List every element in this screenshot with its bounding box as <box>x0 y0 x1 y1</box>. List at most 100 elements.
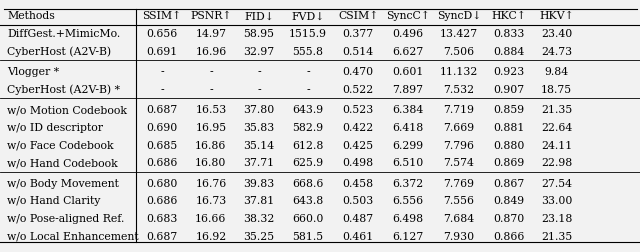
Text: 0.498: 0.498 <box>342 158 374 168</box>
Text: 23.40: 23.40 <box>541 29 572 39</box>
Text: w/o Pose-aligned Ref.: w/o Pose-aligned Ref. <box>7 213 124 223</box>
Text: 0.849: 0.849 <box>493 196 524 206</box>
Text: 37.80: 37.80 <box>243 105 275 115</box>
Text: 35.83: 35.83 <box>243 122 275 133</box>
Text: 7.719: 7.719 <box>444 105 474 115</box>
Text: 7.506: 7.506 <box>444 46 474 56</box>
Text: 0.656: 0.656 <box>147 29 178 39</box>
Text: CyberHost (A2V-B) *: CyberHost (A2V-B) * <box>7 84 120 95</box>
Text: 6.372: 6.372 <box>392 178 423 188</box>
Text: -: - <box>209 84 212 94</box>
Text: 24.11: 24.11 <box>541 140 572 150</box>
Text: 0.923: 0.923 <box>493 67 524 77</box>
Text: 0.601: 0.601 <box>392 67 424 77</box>
Text: 660.0: 660.0 <box>292 213 324 223</box>
Text: 7.796: 7.796 <box>444 140 474 150</box>
Text: 0.425: 0.425 <box>342 140 374 150</box>
Text: 21.35: 21.35 <box>541 231 572 241</box>
Text: 7.769: 7.769 <box>444 178 474 188</box>
Text: 7.669: 7.669 <box>444 122 474 133</box>
Text: w/o Body Movement: w/o Body Movement <box>7 178 119 188</box>
Text: 11.132: 11.132 <box>440 67 478 77</box>
Text: 0.867: 0.867 <box>493 178 524 188</box>
Text: 6.556: 6.556 <box>392 196 423 206</box>
Text: 32.97: 32.97 <box>243 46 275 56</box>
Text: 0.680: 0.680 <box>147 178 178 188</box>
Text: 16.86: 16.86 <box>195 140 227 150</box>
Text: CyberHost (A2V-B): CyberHost (A2V-B) <box>7 46 111 57</box>
Text: 0.866: 0.866 <box>493 231 524 241</box>
Text: 6.418: 6.418 <box>392 122 423 133</box>
Text: 35.14: 35.14 <box>243 140 275 150</box>
Text: 39.83: 39.83 <box>243 178 275 188</box>
Text: -: - <box>209 67 212 77</box>
Text: 612.8: 612.8 <box>292 140 324 150</box>
Text: -: - <box>161 67 164 77</box>
Text: SyncC↑: SyncC↑ <box>386 11 429 21</box>
Text: 9.84: 9.84 <box>545 67 568 77</box>
Text: 0.503: 0.503 <box>342 196 374 206</box>
Text: 0.687: 0.687 <box>147 231 178 241</box>
Text: 0.523: 0.523 <box>342 105 374 115</box>
Text: 16.80: 16.80 <box>195 158 227 168</box>
Text: -: - <box>306 67 310 77</box>
Text: 18.75: 18.75 <box>541 84 572 94</box>
Text: 643.9: 643.9 <box>292 105 323 115</box>
Text: Methods: Methods <box>7 11 55 21</box>
Text: 14.97: 14.97 <box>195 29 227 39</box>
Text: HKV↑: HKV↑ <box>539 11 574 21</box>
Text: 0.685: 0.685 <box>147 140 178 150</box>
Text: 6.299: 6.299 <box>392 140 423 150</box>
Text: 0.869: 0.869 <box>493 158 524 168</box>
Text: 16.53: 16.53 <box>195 105 227 115</box>
Text: w/o Hand Clarity: w/o Hand Clarity <box>7 196 100 206</box>
Text: 0.461: 0.461 <box>342 231 374 241</box>
Text: 21.35: 21.35 <box>541 105 572 115</box>
Text: FID↓: FID↓ <box>244 11 274 21</box>
Text: 6.384: 6.384 <box>392 105 423 115</box>
Text: 22.64: 22.64 <box>541 122 572 133</box>
Text: 23.18: 23.18 <box>541 213 572 223</box>
Text: PSNR↑: PSNR↑ <box>190 11 232 21</box>
Text: 0.470: 0.470 <box>342 67 374 77</box>
Text: 0.870: 0.870 <box>493 213 524 223</box>
Text: 0.859: 0.859 <box>493 105 524 115</box>
Text: 27.54: 27.54 <box>541 178 572 188</box>
Text: SSIM↑: SSIM↑ <box>143 11 182 21</box>
Text: 0.907: 0.907 <box>493 84 524 94</box>
Text: 6.498: 6.498 <box>392 213 423 223</box>
Text: DiffGest.+MimicMo.: DiffGest.+MimicMo. <box>7 29 120 39</box>
Text: SyncD↓: SyncD↓ <box>436 11 481 21</box>
Text: -: - <box>306 84 310 94</box>
Text: 35.25: 35.25 <box>243 231 275 241</box>
Text: 33.00: 33.00 <box>541 196 572 206</box>
Text: 0.683: 0.683 <box>147 213 178 223</box>
Text: 0.687: 0.687 <box>147 105 178 115</box>
Text: -: - <box>161 84 164 94</box>
Text: 0.422: 0.422 <box>342 122 374 133</box>
Text: HKC↑: HKC↑ <box>491 11 526 21</box>
Text: 1515.9: 1515.9 <box>289 29 327 39</box>
Text: 16.66: 16.66 <box>195 213 227 223</box>
Text: w/o Motion Codebook: w/o Motion Codebook <box>7 105 127 115</box>
Text: 0.686: 0.686 <box>147 196 178 206</box>
Text: 0.487: 0.487 <box>342 213 374 223</box>
Text: 643.8: 643.8 <box>292 196 323 206</box>
Text: 6.127: 6.127 <box>392 231 423 241</box>
Text: 13.427: 13.427 <box>440 29 478 39</box>
Text: w/o ID descriptor: w/o ID descriptor <box>7 122 103 133</box>
Text: 625.9: 625.9 <box>292 158 323 168</box>
Text: 0.880: 0.880 <box>493 140 524 150</box>
Text: 0.458: 0.458 <box>342 178 374 188</box>
Text: 7.930: 7.930 <box>444 231 474 241</box>
Text: 37.81: 37.81 <box>243 196 275 206</box>
Text: 7.532: 7.532 <box>444 84 474 94</box>
Text: 0.881: 0.881 <box>493 122 524 133</box>
Text: w/o Face Codebook: w/o Face Codebook <box>7 140 114 150</box>
Text: 6.510: 6.510 <box>392 158 423 168</box>
Text: -: - <box>257 67 260 77</box>
Text: 0.686: 0.686 <box>147 158 178 168</box>
Text: 6.627: 6.627 <box>392 46 423 56</box>
Text: 0.691: 0.691 <box>147 46 178 56</box>
Text: 555.8: 555.8 <box>292 46 323 56</box>
